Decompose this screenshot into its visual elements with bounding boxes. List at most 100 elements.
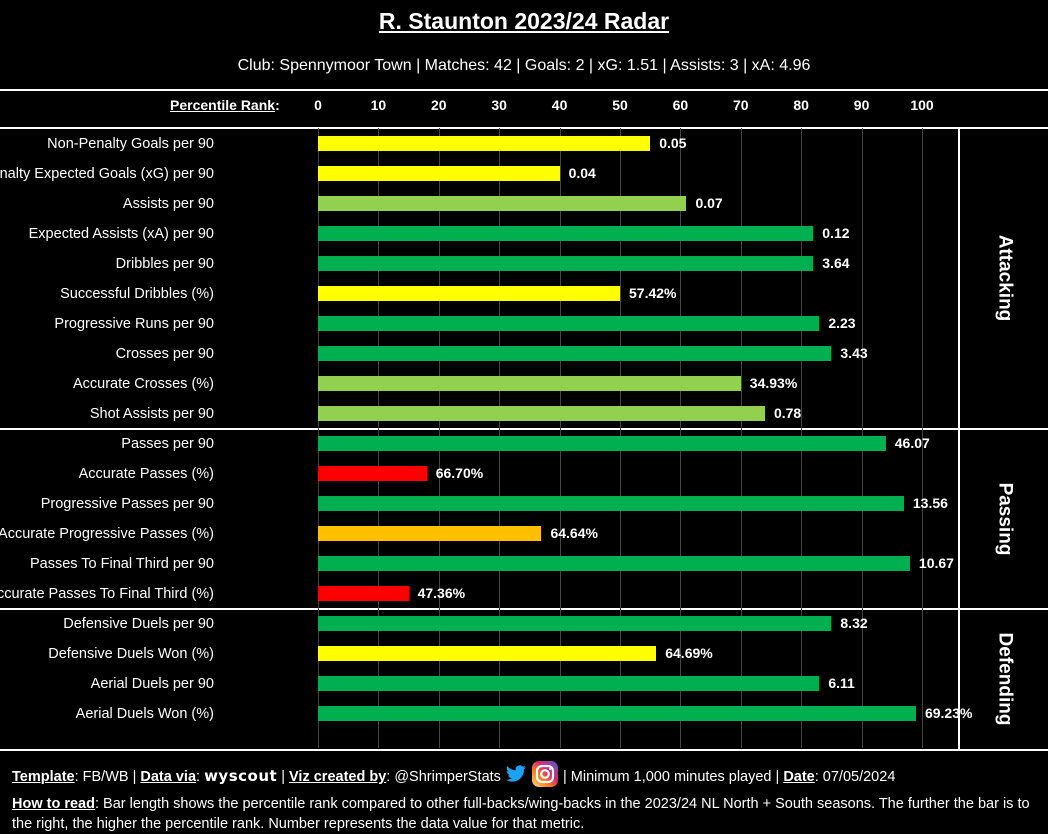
divider-passing-defending xyxy=(0,608,1048,610)
x-tick-90: 90 xyxy=(853,97,870,113)
data-label: 0.07 xyxy=(695,195,723,211)
metric-label: Passes To Final Third per 90 xyxy=(29,556,214,572)
footer-line-credits: Template: FB/WB | Data via: wyscout | Vi… xyxy=(12,760,1038,794)
metric-label: Passes per 90 xyxy=(121,436,214,452)
bar xyxy=(318,286,620,301)
bar xyxy=(318,466,427,481)
bar xyxy=(318,586,409,601)
bar xyxy=(318,616,832,631)
data-label: 0.12 xyxy=(822,225,850,241)
data-label: 0.78 xyxy=(773,405,802,421)
metric-label: Non-Penalty Expected Goals (xG) per 90 xyxy=(0,166,214,182)
metric-row: Progressive Runs per 90 2.23 xyxy=(0,309,960,339)
metric-row: Passes To Final Third per 90 10.67 xyxy=(0,549,960,579)
chart-title: R. Staunton 2023/24 Radar xyxy=(378,8,670,34)
divider-section-column xyxy=(958,127,960,750)
metric-label: Aerial Duels per 90 xyxy=(90,676,214,692)
metric-label: Accurate Passes (%) xyxy=(78,466,214,482)
date-label: Date xyxy=(783,768,815,785)
metric-label: Aerial Duels Won (%) xyxy=(75,706,214,722)
x-tick-0: 0 xyxy=(314,97,322,113)
metric-label: Non-Penalty Goals per 90 xyxy=(47,136,214,152)
bar xyxy=(318,136,651,151)
metric-label: Accurate Passes To Final Third (%) xyxy=(0,586,214,602)
section-defending: Defending xyxy=(994,632,1016,726)
divider-top xyxy=(0,89,1048,91)
bar xyxy=(318,676,820,691)
data-label: 6.11 xyxy=(828,675,855,691)
metric-row: Shot Assists per 90 0.78 xyxy=(0,399,960,429)
metric-row: Accurate Passes (%) 66.70% xyxy=(0,459,960,489)
instagram-icon xyxy=(531,760,559,794)
data-label: 8.32 xyxy=(840,615,868,631)
template-value: : FB/WB | xyxy=(74,768,141,785)
bar xyxy=(318,406,765,421)
metric-row: Aerial Duels per 90 6.11 xyxy=(0,669,960,699)
bar xyxy=(318,526,542,541)
data-label: 3.64 xyxy=(822,255,850,271)
metric-row: Non-Penalty Goals per 90 0.05 xyxy=(0,129,960,159)
footer-how-to-read: How to read: Bar length shows the percen… xyxy=(12,794,1038,834)
bar xyxy=(318,436,886,451)
viz-label: Viz created by xyxy=(289,768,387,785)
data-label: 64.69% xyxy=(665,645,713,661)
x-tick-100: 100 xyxy=(910,97,934,113)
metric-row: Aerial Duels Won (%) 69.23% xyxy=(0,699,973,729)
x-tick-10: 10 xyxy=(370,97,387,113)
bar xyxy=(318,376,741,391)
metric-row: Defensive Duels per 90 8.32 xyxy=(0,609,960,639)
gridline-100 xyxy=(922,128,923,748)
divider-axis xyxy=(0,127,1048,129)
metric-row: Defensive Duels Won (%) 64.69% xyxy=(0,639,960,669)
twitter-bird-icon xyxy=(505,765,527,789)
x-tick-20: 20 xyxy=(431,97,447,113)
metric-label: Crosses per 90 xyxy=(115,346,214,362)
footer: Template: FB/WB | Data via: wyscout | Vi… xyxy=(12,760,1038,834)
metric-row: Accurate Passes To Final Third (%) 47.36% xyxy=(0,579,960,609)
section-passing: Passing xyxy=(994,482,1015,555)
x-tick-50: 50 xyxy=(612,97,628,113)
metric-row: Accurate Progressive Passes (%) 64.64% xyxy=(0,519,960,549)
metric-label: Successful Dribbles (%) xyxy=(60,286,214,302)
data-label: 0.04 xyxy=(568,165,596,181)
metric-label: Progressive Passes per 90 xyxy=(40,496,214,512)
data-via-label: Data via xyxy=(140,768,197,785)
wyscout-logo: wyscout xyxy=(204,766,278,785)
bar xyxy=(318,226,814,241)
data-label: 0.05 xyxy=(659,135,687,151)
metric-label: Accurate Progressive Passes (%) xyxy=(0,526,214,542)
data-label: 46.07 xyxy=(894,435,930,451)
metric-label: Defensive Duels per 90 xyxy=(63,616,214,632)
data-label: 13.56 xyxy=(912,495,948,511)
metric-label: Dribbles per 90 xyxy=(115,256,214,272)
data-label: 10.67 xyxy=(918,555,954,571)
metric-row: Non-Penalty Expected Goals (xG) per 90 0.… xyxy=(0,159,960,189)
metric-label: Shot Assists per 90 xyxy=(89,406,214,422)
how-to-read-text: : Bar length shows the percentile rank c… xyxy=(12,796,1030,832)
how-to-read-label: How to read xyxy=(12,796,95,812)
metric-label: Progressive Runs per 90 xyxy=(54,316,214,332)
metric-row: Successful Dribbles (%) 57.42% xyxy=(0,279,960,309)
data-label: 2.23 xyxy=(828,315,856,331)
date-value: : 07/05/2024 xyxy=(814,768,896,785)
template-label: Template xyxy=(12,768,75,785)
bar xyxy=(318,316,820,331)
x-tick-70: 70 xyxy=(733,97,749,113)
data-label: 47.36% xyxy=(417,585,466,601)
bar xyxy=(318,196,687,211)
data-label: 34.93% xyxy=(749,375,798,391)
metric-row: Progressive Passes per 90 13.56 xyxy=(0,489,960,519)
metric-row: Accurate Crosses (%) 34.93% xyxy=(0,369,960,399)
divider-bottom xyxy=(0,749,1048,751)
minimum-minutes-note: | Minimum 1,000 minutes played | xyxy=(563,768,784,785)
viz-handle: : @ShrimperStats xyxy=(386,768,501,785)
data-label: 66.70% xyxy=(435,465,484,481)
x-tick-40: 40 xyxy=(551,97,568,113)
data-label: 69.23% xyxy=(924,705,973,721)
section-attacking: Attacking xyxy=(994,234,1016,322)
metric-label: Defensive Duels Won (%) xyxy=(48,646,214,662)
x-axis-label: Percentile Rank: xyxy=(170,97,280,113)
data-label: 64.64% xyxy=(550,525,598,541)
metric-row: Passes per 90 46.07 xyxy=(0,429,960,459)
bar xyxy=(318,496,904,511)
